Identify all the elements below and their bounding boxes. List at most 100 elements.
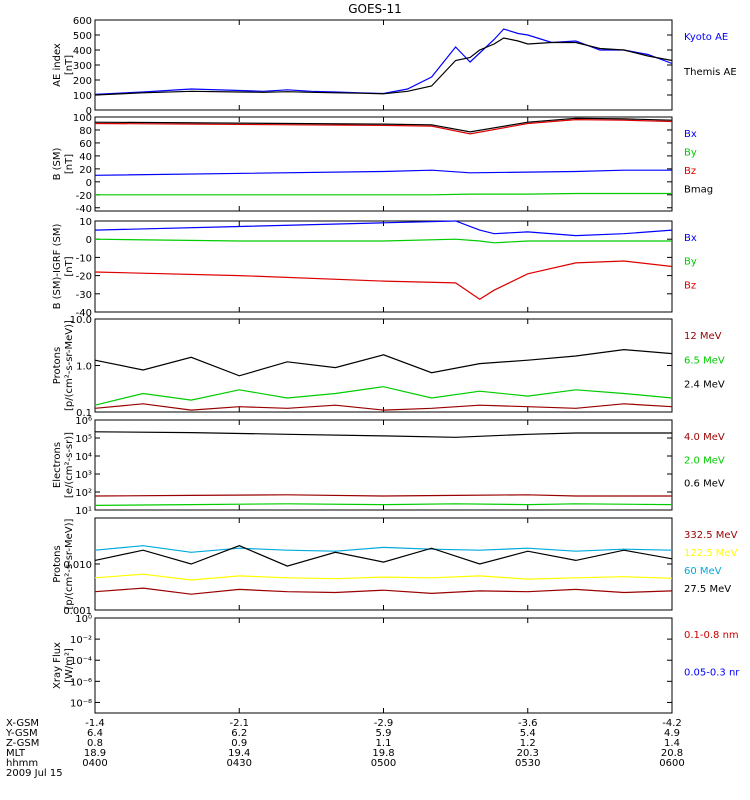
orbit-row-label: Y-GSM [5, 728, 38, 739]
y-tick-label: 600 [73, 16, 92, 27]
y-axis-label: [p/(cm²-s-sr-MeV)] [64, 320, 75, 411]
y-tick-label: 10.0 [70, 315, 92, 326]
y-tick-label: 1.0 [76, 362, 92, 373]
panel-protons_low: 0.1 1.0 10.0 Protons [p/(cm²-s-sr-MeV)] 12 Me… [52, 315, 725, 419]
panel-frame [94, 517, 673, 611]
y-tick-label: 60 [79, 139, 92, 150]
legend-entry: 0.1-0.8 nm [684, 630, 739, 641]
y-tick-label: -20 [76, 191, 92, 202]
panel-ae: 0 100 200 300 400 500 600 AE index [nT] Kyoto AE T… [52, 16, 737, 117]
legend-entry: 122.5 MeV [684, 548, 738, 559]
legend-entry: 2.0 MeV [684, 455, 725, 466]
y-tick-label: 0.1 [76, 408, 92, 419]
panel-electrons: 10¹ 10² 10³ 10⁴ 10⁵ 10⁶ Electrons [e/(cm²-s-sr)… [52, 416, 725, 517]
legend-entry: Bx [684, 129, 697, 140]
orbit-value: 0430 [227, 758, 252, 769]
y-tick-label: -40 [76, 308, 92, 319]
orbit-value: -4.2 [662, 718, 682, 729]
y-axis-label: Protons [52, 545, 63, 582]
y-axis-label: [W/m²] [64, 648, 75, 683]
series-line [94, 587, 673, 595]
series-line [94, 220, 673, 237]
panel-xray: 10⁻⁸ 10⁻⁶ 10⁻⁴ 10⁻² 10⁰ Xray Flux [W/m²] 0.1-0.… [52, 614, 740, 714]
plot-title: GOES-11 [348, 2, 402, 16]
panel-bsm: -40 -20 0 20 40 60 80 100 B (SM) [nT] Bx By Bz Bmag [52, 113, 713, 215]
y-tick-label: -10 [76, 253, 92, 264]
legend-entry: Bmag [684, 185, 713, 196]
orbit-row-label: X-GSM [6, 718, 39, 729]
legend-entry: 332.5 MeV [684, 530, 738, 541]
y-tick-label: 0 [86, 235, 92, 246]
legend-entry: Bz [684, 166, 696, 177]
series-line [94, 573, 673, 581]
y-tick-label: 300 [73, 61, 92, 72]
y-axis-label: [nT] [64, 55, 75, 75]
orbit-value: 6.4 [87, 728, 103, 739]
orbit-row-label: MLT [6, 748, 26, 759]
orbit-value: 0.9 [231, 738, 247, 749]
series-line [94, 37, 673, 96]
series-line [94, 494, 672, 497]
orbit-value: 0530 [515, 758, 540, 769]
orbit-value: 0500 [371, 758, 396, 769]
orbit-row-label: Z-GSM [6, 738, 39, 749]
y-tick-label: 10⁻⁴ [70, 656, 92, 667]
orbit-value: -3.6 [518, 718, 538, 729]
series-line [94, 403, 673, 411]
y-tick-label: 0.001 [63, 606, 92, 617]
orbit-value: 0600 [659, 758, 684, 769]
y-tick-label: -30 [76, 290, 92, 301]
y-tick-label: 0 [86, 178, 92, 189]
legend-entry: Bx [684, 233, 697, 244]
y-tick-label: 10¹ [75, 506, 92, 517]
y-tick-label: 100 [73, 113, 92, 124]
series-line [94, 545, 673, 553]
series-line [94, 169, 672, 176]
y-axis-label: [nT] [64, 256, 75, 276]
series-line [94, 348, 673, 377]
panel-frame [94, 318, 673, 413]
series-line [94, 545, 673, 567]
orbit-value: -2.1 [229, 718, 249, 729]
y-tick-label: 10⁴ [75, 452, 92, 463]
y-tick-label: 10⁻⁶ [70, 677, 92, 688]
y-axis-label: [p/(cm²-s-sr-MeV)] [64, 518, 75, 609]
orbit-value: 19.4 [228, 748, 250, 759]
y-tick-label: 400 [73, 46, 92, 57]
y-tick-label: 10 [79, 217, 92, 228]
y-tick-label: 40 [79, 152, 92, 163]
legend-entry: Kyoto AE [684, 32, 728, 43]
legend-entry: 0.6 MeV [684, 479, 725, 490]
legend-entry: 27.5 MeV [684, 584, 731, 595]
y-tick-label: 0 [86, 106, 92, 117]
orbit-value: 20.3 [517, 748, 539, 759]
y-tick-label: 10² [75, 488, 92, 499]
legend-entry: By [684, 257, 697, 268]
orbit-value: 6.2 [231, 728, 247, 739]
y-tick-label: -40 [76, 204, 92, 215]
legend-entry: 60 MeV [684, 566, 722, 577]
y-axis-label: Protons [52, 347, 63, 384]
y-tick-label: 20 [79, 165, 92, 176]
y-tick-label: 0.010 [63, 560, 92, 571]
series-line [94, 386, 673, 406]
y-axis-label: Electrons [52, 442, 63, 488]
y-tick-label: 10⁻⁸ [70, 698, 92, 709]
y-tick-label: 200 [73, 76, 92, 87]
legend-entry: 0.05-0.3 nr [684, 668, 740, 679]
panel-frame [94, 617, 673, 714]
series-line [94, 118, 673, 135]
y-axis-label: [nT] [64, 154, 75, 174]
y-axis-label: B (SM) [52, 147, 63, 180]
y-axis-label: [e/(cm²-s-sr)] [64, 432, 75, 498]
series-line [94, 117, 673, 133]
y-tick-label: 10⁻² [70, 635, 92, 646]
orbit-value: 1.4 [664, 738, 680, 749]
orbit-value: 4.9 [664, 728, 680, 739]
orbit-value: -2.9 [374, 718, 394, 729]
legend-entry: Themis AE [683, 67, 737, 78]
orbit-value: 1.2 [520, 738, 536, 749]
legend-entry: 2.4 MeV [684, 380, 725, 391]
series-line [94, 238, 672, 244]
